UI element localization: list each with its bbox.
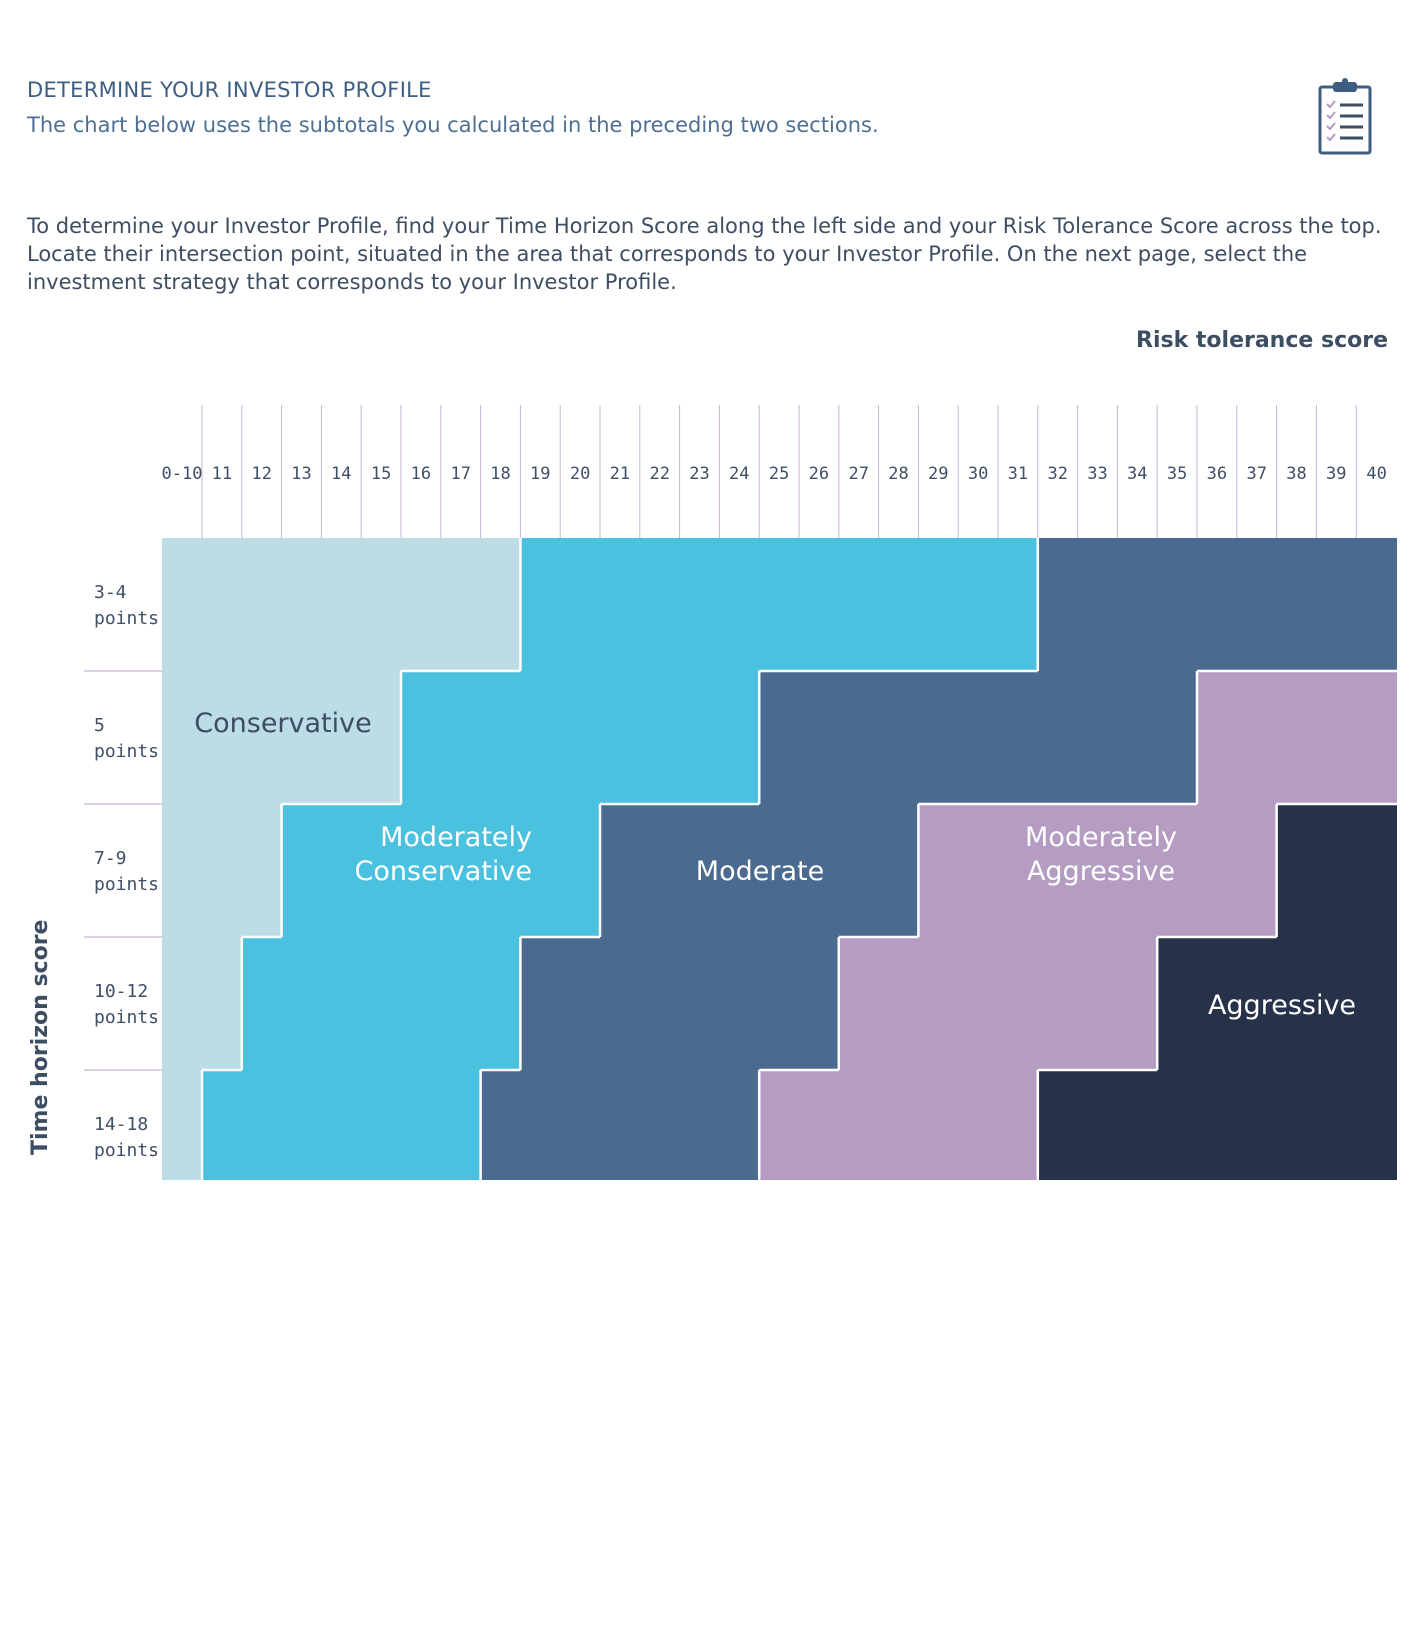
x-tick-label: 11: [212, 464, 232, 484]
x-tick-label: 27: [848, 464, 868, 484]
x-tick-label: 36: [1207, 464, 1227, 484]
x-tick-label: 30: [968, 464, 988, 484]
profile-cell: [202, 1070, 481, 1180]
intro-paragraph: To determine your Investor Profile, find…: [27, 214, 1382, 294]
x-tick-label: 33: [1087, 464, 1107, 484]
profile-cell: [241, 937, 521, 1070]
x-tick-label: 37: [1246, 464, 1266, 484]
profile-cell: [162, 671, 401, 804]
x-tick-label: 23: [689, 464, 709, 484]
profile-cell: [480, 1070, 760, 1180]
x-tick-label: 20: [570, 464, 590, 484]
x-tick-label: 39: [1326, 464, 1346, 484]
zone-label: Moderate: [696, 856, 824, 887]
x-tick-label: 22: [649, 464, 669, 484]
x-tick-label: 29: [928, 464, 948, 484]
x-axis-title: Risk tolerance score: [1136, 328, 1388, 353]
investor-profile-chart: Risk tolerance score 0-10 11 12 13 14 15 16 17 1…: [28, 328, 1397, 1180]
profile-cell: [162, 1070, 202, 1180]
clipboard-checklist-icon: [1318, 78, 1372, 155]
zone-label: Aggressive: [1208, 990, 1356, 1021]
profile-cell: [1276, 804, 1397, 937]
x-tick-label: 31: [1008, 464, 1028, 484]
y-tick-label: 7-9 points: [94, 848, 159, 895]
profile-cell: [162, 538, 521, 671]
zone-label: Moderately Conservative: [355, 822, 532, 887]
x-tick-label: 40: [1366, 464, 1386, 484]
x-tick-label: 0-10: [162, 464, 203, 484]
y-tick-label: 14-18 points: [94, 1114, 159, 1161]
y-axis-title: Time horizon score: [28, 920, 53, 1155]
profile-cell: [520, 538, 1038, 671]
x-tick-label: 24: [729, 464, 749, 484]
x-tick-label: 19: [530, 464, 550, 484]
profile-cell: [1037, 538, 1397, 671]
y-tick-label: 3-4 points: [94, 582, 159, 629]
x-tick-label: 35: [1167, 464, 1187, 484]
zone-label: Conservative: [194, 708, 371, 739]
profile-cell: [162, 937, 242, 1070]
x-tick-label: 16: [411, 464, 431, 484]
profile-cell: [1037, 1070, 1397, 1180]
x-tick-label: 12: [251, 464, 271, 484]
zone-label: Moderately Aggressive: [1025, 822, 1177, 887]
x-tick-label: 18: [490, 464, 510, 484]
profile-cell: [520, 937, 839, 1070]
profile-cell: [162, 804, 282, 937]
x-tick-label: 28: [888, 464, 908, 484]
profile-cell: [1157, 937, 1397, 1070]
x-tick-label: 13: [291, 464, 311, 484]
page-title: DETERMINE YOUR INVESTOR PROFILE: [27, 78, 432, 102]
x-tick-label: 34: [1127, 464, 1147, 484]
page-subtitle: The chart below uses the subtotals you c…: [27, 113, 879, 137]
x-tick-label: 15: [371, 464, 391, 484]
x-tick-label: 32: [1047, 464, 1067, 484]
profile-cell: [600, 804, 919, 937]
y-tick-label: 5 points: [94, 715, 159, 762]
x-tick-label: 14: [331, 464, 351, 484]
y-tick-label: 10-12 points: [94, 981, 159, 1028]
profile-cell: [1197, 671, 1397, 804]
profile-cell: [401, 671, 760, 804]
x-tick-label: 25: [769, 464, 789, 484]
x-tick-label: 38: [1286, 464, 1306, 484]
profile-cell: [759, 671, 1197, 804]
x-tick-label: 17: [450, 464, 470, 484]
profile-cell: [281, 804, 600, 937]
profile-cell: [918, 804, 1277, 937]
profile-cell: [759, 1070, 1038, 1180]
x-tick-label: 26: [809, 464, 829, 484]
profile-cell: [838, 937, 1158, 1070]
x-tick-label: 21: [610, 464, 630, 484]
